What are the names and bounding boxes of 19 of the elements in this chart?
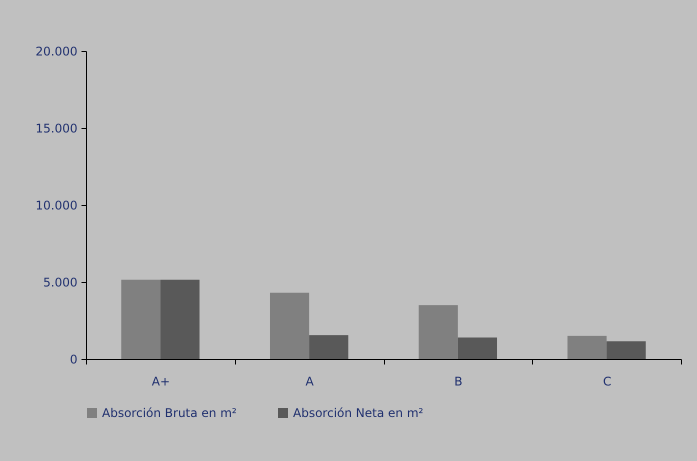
x-tick-label: A [306,374,315,388]
y-tick-label: 5.000 [43,276,78,290]
bar [160,280,200,359]
bar [309,335,348,359]
x-tick-label: B [454,374,462,388]
bar [418,305,458,359]
y-tick-label: 20.000 [36,44,78,58]
legend-label: Absorción Bruta en m² [102,406,237,420]
bar [270,292,310,359]
x-tick-label: A+ [152,374,170,388]
bar [458,337,498,359]
y-tick-label: 0 [70,352,78,366]
y-tick-label: 10.000 [36,198,78,212]
bar [567,336,607,359]
legend-label: Absorción Neta en m² [293,406,424,420]
y-tick-label: 15.000 [36,122,78,136]
x-tick-label: C [602,374,612,388]
bar [606,341,646,359]
bar [121,280,160,359]
